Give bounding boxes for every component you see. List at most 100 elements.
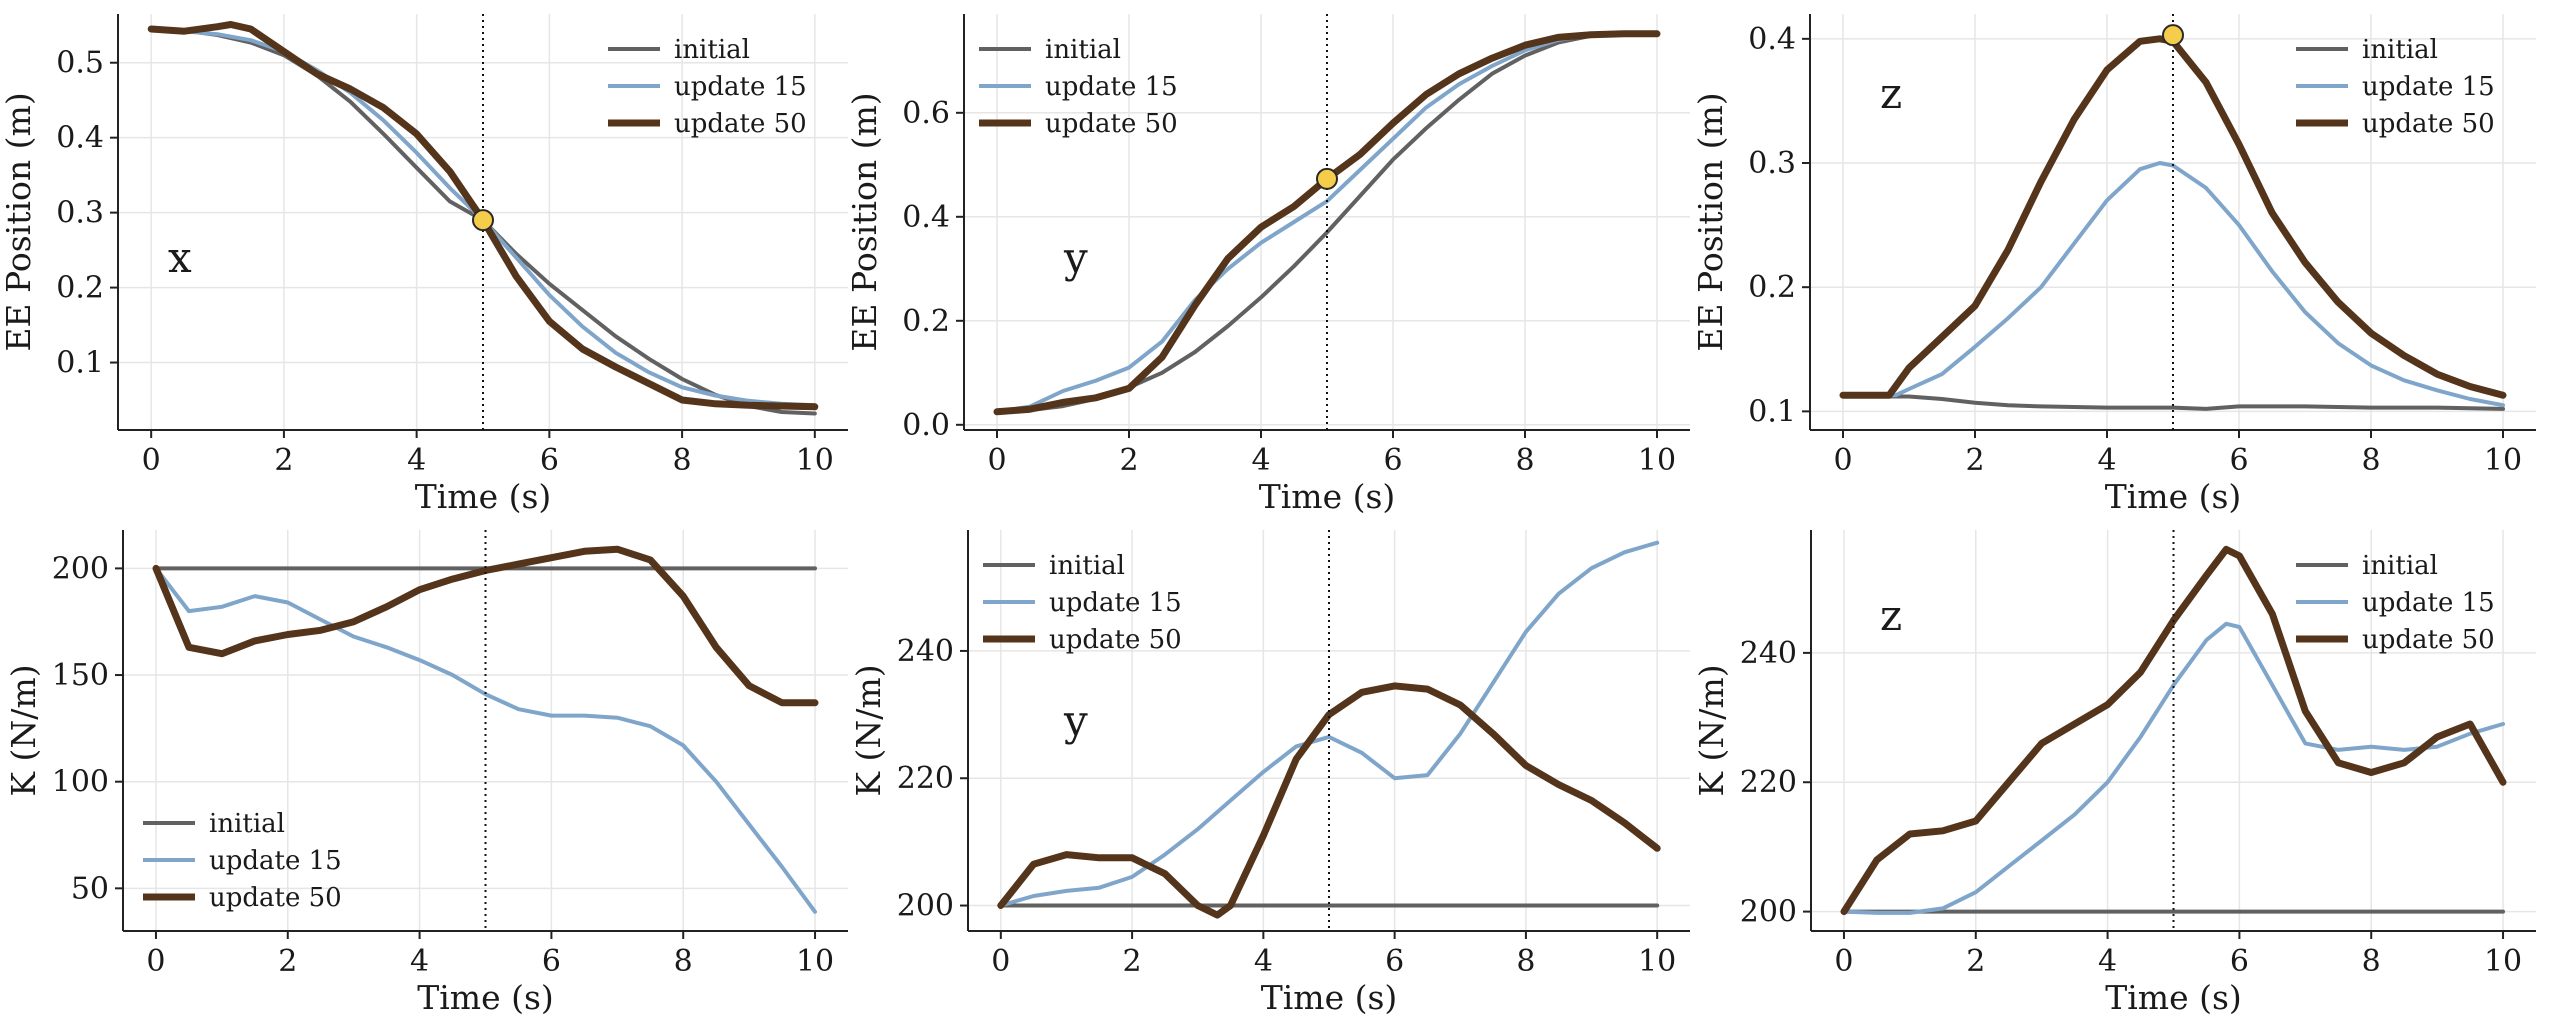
x-tick-label: 6 — [2229, 443, 2248, 478]
y-tick-label: 0.2 — [902, 304, 950, 339]
x-axis-label: Time (s) — [2105, 477, 2242, 516]
y-axis-label: EE Position (m) — [0, 92, 38, 351]
x-tick-label: 8 — [1515, 443, 1534, 478]
event-marker — [472, 209, 494, 232]
legend: initial update 15 update 50 — [143, 809, 342, 913]
series-line-update-50 — [147, 21, 819, 411]
series-line-update-15 — [154, 566, 817, 914]
x-axis-label: Time (s) — [415, 477, 552, 516]
x-tick-label: 6 — [542, 944, 561, 979]
legend-label: update 15 — [674, 72, 807, 102]
legend: initial update 15 update 50 — [2296, 35, 2495, 139]
y-tick-label: 0.3 — [1748, 146, 1796, 181]
x-tick-label: 2 — [1966, 944, 1985, 979]
x-tick-label: 0 — [146, 944, 165, 979]
x-tick-label: 8 — [674, 944, 693, 979]
legend-label: update 50 — [209, 883, 342, 913]
panel-axis-letter: x — [168, 233, 192, 282]
x-tick-label: 6 — [1385, 944, 1404, 979]
y-axis-label: K (N/m) — [4, 664, 43, 796]
subplot-top-right: 0 2 4 6 8 10 0.1 0.2 0.3 0.4 Time (s) EE Position (… — [1691, 14, 2536, 516]
panel-axis-letter: z — [1880, 69, 1902, 118]
x-tick-label: 0 — [1833, 443, 1852, 478]
subplot-bottom-left: 0 2 4 6 8 10 50 100 150 200 Time (s) K (N/m) initial… — [4, 530, 848, 1016]
y-axis-label: EE Position (m) — [845, 92, 884, 351]
series-line-update-15 — [998, 540, 1660, 908]
x-tick-label: 8 — [1516, 944, 1535, 979]
x-tick-label: 8 — [2362, 944, 2381, 979]
x-tick-label: 10 — [2484, 944, 2522, 979]
x-tick-label: 2 — [1119, 443, 1138, 478]
grid — [1810, 14, 2536, 430]
x-tick-label: 10 — [2484, 443, 2522, 478]
legend: initial update 15 update 50 — [2296, 551, 2495, 655]
x-tick-label: 6 — [2230, 944, 2249, 979]
x-axis-label: Time (s) — [417, 978, 554, 1016]
x-tick-label: 4 — [2098, 944, 2117, 979]
series-line-update-50 — [152, 545, 819, 707]
legend-label: update 50 — [1049, 625, 1182, 655]
legend-label: update 15 — [1045, 72, 1178, 102]
event-marker — [1316, 167, 1338, 190]
series-line-update-50 — [997, 682, 1661, 919]
y-tick-label: 200 — [1740, 895, 1797, 930]
subplot-top-middle: 0 2 4 6 8 10 0.0 0.2 0.4 0.6 Time (s) EE Position (… — [845, 14, 1690, 516]
legend-label: initial — [1049, 551, 1125, 581]
x-tick-label: 4 — [2097, 443, 2116, 478]
legend-label: update 50 — [2362, 109, 2495, 139]
y-tick-label: 0.4 — [902, 200, 950, 235]
y-tick-label: 240 — [897, 634, 954, 669]
x-tick-label: 0 — [991, 944, 1010, 979]
y-tick-label: 50 — [71, 871, 109, 906]
y-tick-label: 200 — [897, 889, 954, 924]
y-tick-label: 0.1 — [1748, 394, 1796, 429]
legend-label: update 50 — [2362, 625, 2495, 655]
subplot-bottom-middle: 0 2 4 6 8 10 200 220 240 Time (s) K (N/m) y initial u… — [849, 530, 1690, 1016]
legend: initial update 15 update 50 — [608, 35, 807, 139]
event-marker — [2162, 24, 2184, 47]
x-axis-label: Time (s) — [1259, 477, 1396, 516]
subplot-top-left: 0 2 4 6 8 10 0.1 0.2 0.3 0.4 0.5 Time (s) EE Positio… — [0, 14, 848, 516]
legend-label: update 15 — [2362, 72, 2495, 102]
x-tick-label: 6 — [540, 443, 559, 478]
panel-axis-letter: y — [1063, 233, 1088, 282]
x-tick-label: 0 — [987, 443, 1006, 478]
x-tick-label: 2 — [1965, 443, 1984, 478]
y-tick-label: 200 — [52, 551, 109, 586]
y-tick-label: 240 — [1740, 636, 1797, 671]
legend-label: initial — [2362, 551, 2438, 581]
x-tick-label: 0 — [1834, 944, 1853, 979]
x-tick-label: 2 — [274, 443, 293, 478]
x-tick-label: 4 — [1254, 944, 1273, 979]
y-tick-label: 220 — [1740, 765, 1797, 800]
panel-axis-letter: y — [1063, 696, 1088, 745]
legend: initial update 15 update 50 — [983, 551, 1182, 655]
series-line-update-50 — [1840, 545, 2507, 916]
legend-label: update 50 — [674, 109, 807, 139]
x-tick-label: 10 — [1638, 443, 1676, 478]
x-tick-label: 4 — [1251, 443, 1270, 478]
legend-label: initial — [1045, 35, 1121, 65]
legend-label: initial — [209, 809, 285, 839]
y-tick-label: 100 — [52, 765, 109, 800]
x-tick-label: 8 — [673, 443, 692, 478]
x-tick-label: 0 — [142, 443, 161, 478]
legend: initial update 15 update 50 — [979, 35, 1178, 139]
y-tick-label: 0.2 — [1748, 270, 1796, 305]
x-axis-label: Time (s) — [1261, 978, 1398, 1016]
y-tick-label: 0.5 — [56, 46, 104, 81]
y-tick-label: 0.1 — [56, 346, 104, 381]
y-tick-label: 0.4 — [1748, 22, 1796, 57]
y-tick-label: 0.0 — [902, 408, 950, 443]
y-tick-label: 0.3 — [56, 196, 104, 231]
y-tick-label: 220 — [897, 761, 954, 796]
legend-label: update 15 — [209, 846, 342, 876]
y-axis-label: K (N/m) — [849, 664, 888, 796]
y-tick-label: 0.2 — [56, 271, 104, 306]
x-tick-label: 2 — [1123, 944, 1142, 979]
series-line-update-15 — [1842, 621, 2505, 915]
y-tick-label: 0.4 — [56, 121, 104, 156]
x-axis-label: Time (s) — [2105, 978, 2242, 1016]
subplot-bottom-right: 0 2 4 6 8 10 200 220 240 Time (s) K (N/m) z initial u… — [1692, 530, 2536, 1016]
